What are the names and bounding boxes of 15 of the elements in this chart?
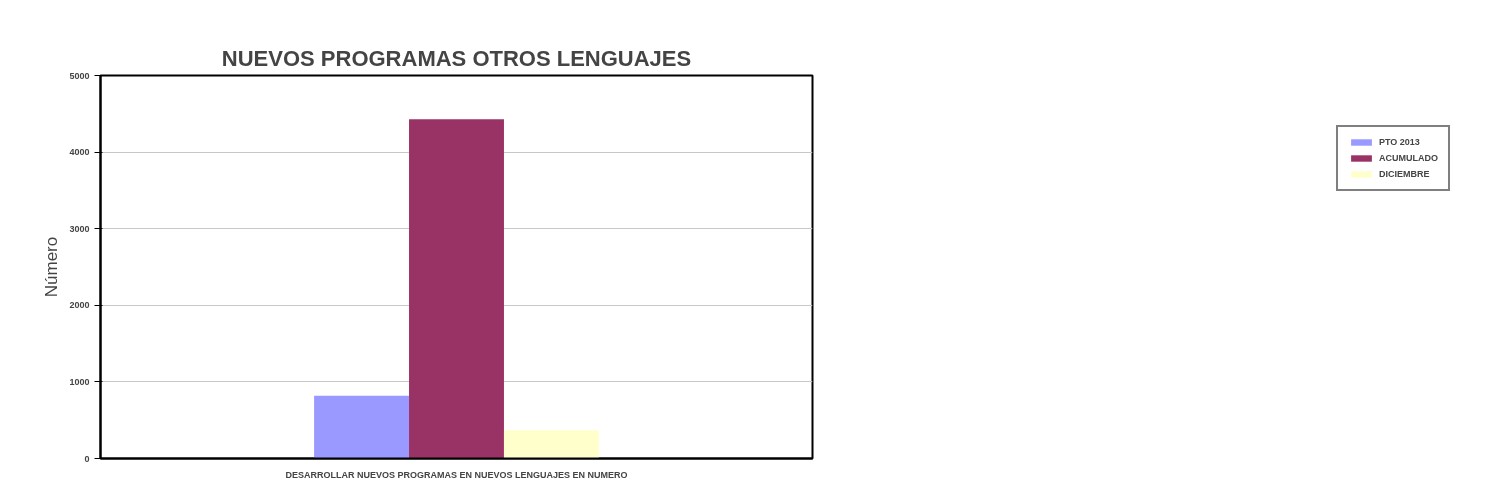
y-axis-title: Número xyxy=(42,236,62,298)
legend-label: PTO 2013 xyxy=(1379,137,1420,147)
y-tick-label: 0 xyxy=(84,453,90,464)
y-tick-label: 2000 xyxy=(69,300,90,311)
bar xyxy=(409,119,504,459)
y-tick-label: 4000 xyxy=(69,147,90,158)
bar xyxy=(314,395,410,459)
y-tick-label: 5000 xyxy=(69,70,90,81)
y-tick-label: 1000 xyxy=(69,376,90,387)
x-tick-label: DESARROLLAR NUEVOS PROGRAMAS EN NUEVOS LENGUAJES EN NUMERO xyxy=(285,469,628,480)
bar xyxy=(503,430,599,459)
y-tick-label: 3000 xyxy=(69,223,90,234)
legend-label: DICIEMBRE xyxy=(1379,169,1430,179)
legend-label: ACUMULADO xyxy=(1379,153,1438,163)
chart-title: NUEVOS PROGRAMAS OTROS LENGUAJES xyxy=(221,45,692,71)
